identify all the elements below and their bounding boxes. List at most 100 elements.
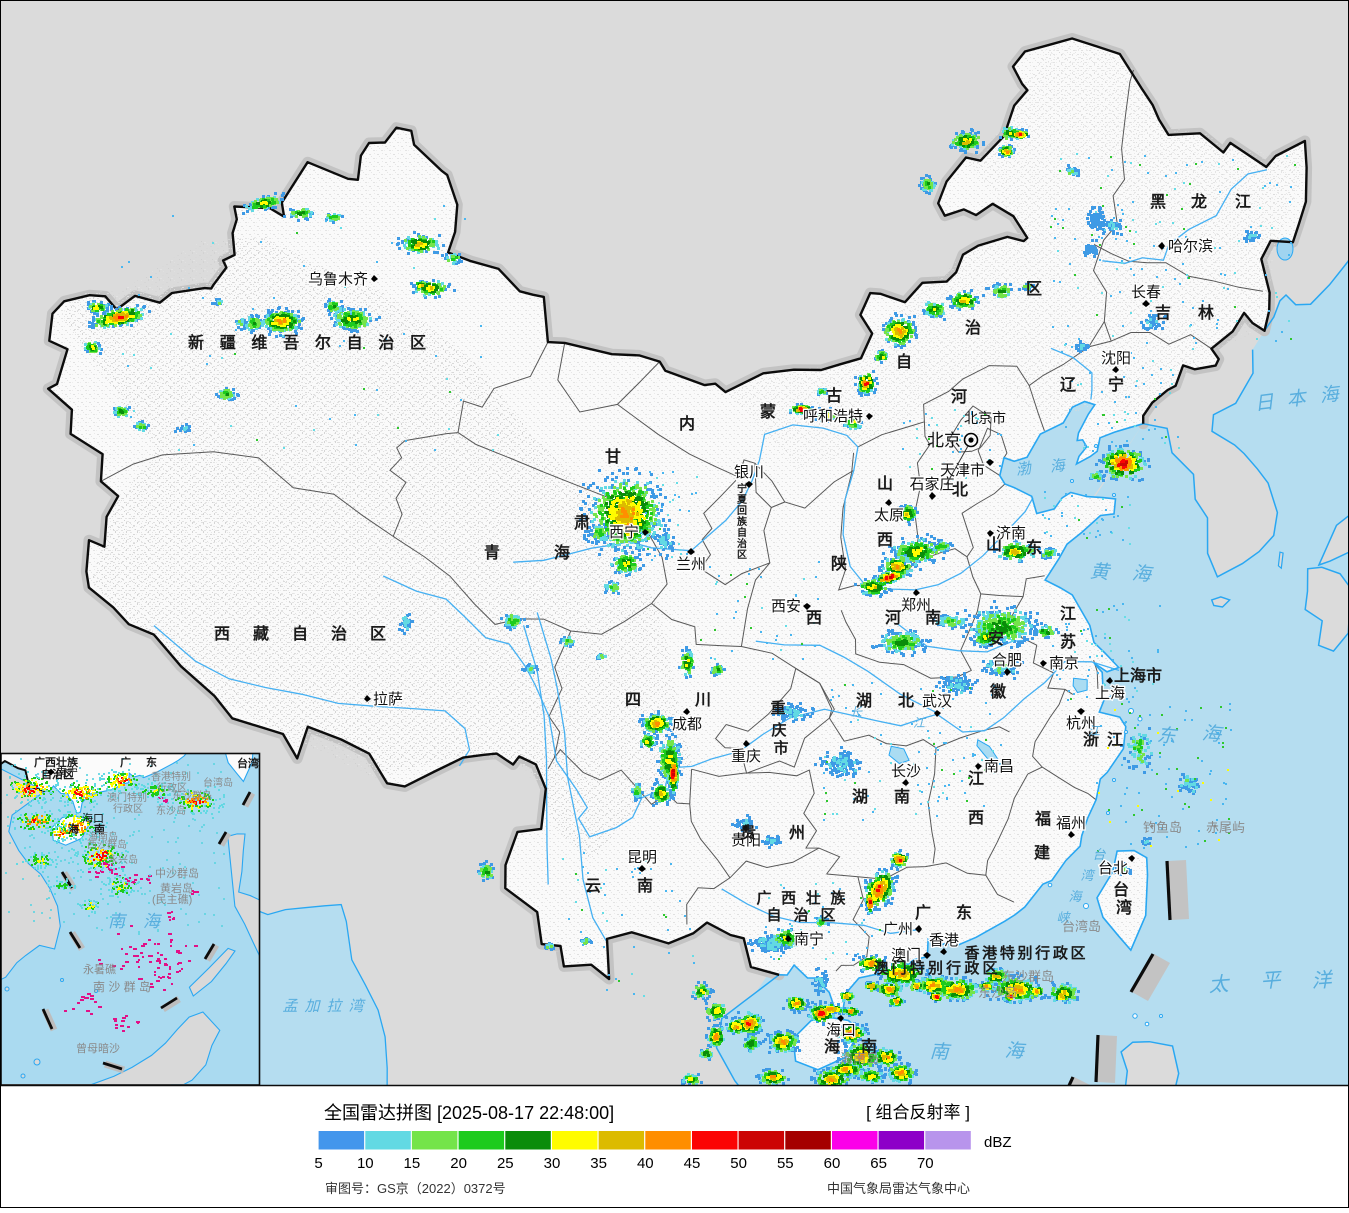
svg-text:北: 北 [898,692,914,710]
svg-text:江: 江 [1235,193,1251,211]
svg-text:林: 林 [1198,303,1214,322]
svg-text:东: 东 [1156,724,1179,748]
svg-text:济南: 济南 [996,525,1026,542]
svg-text:湖: 湖 [852,788,868,806]
svg-text:峡: 峡 [1056,910,1071,925]
svg-text:西安: 西安 [771,598,801,615]
svg-text:黑: 黑 [1150,193,1166,211]
svg-text:夏: 夏 [736,494,748,506]
svg-text:孟: 孟 [282,998,298,1015]
svg-text:福: 福 [1034,809,1051,828]
svg-text:蒙: 蒙 [760,402,776,421]
svg-text:海: 海 [1201,723,1225,746]
svg-text:40: 40 [637,1155,654,1172]
svg-text:东: 东 [956,903,972,922]
svg-text:藏: 藏 [253,624,269,643]
svg-text:北京市: 北京市 [964,410,1006,426]
svg-text:自: 自 [292,624,308,643]
svg-text:海南岛: 海南岛 [840,1051,879,1066]
svg-text:黄: 黄 [1089,561,1112,584]
svg-text:贵: 贵 [740,823,756,842]
svg-text:云: 云 [585,878,601,895]
svg-text:陕: 陕 [831,554,847,573]
svg-text:曾母暗沙: 曾母暗沙 [76,1041,120,1055]
svg-text:南昌: 南昌 [984,758,1014,775]
svg-text:拉: 拉 [326,998,343,1015]
svg-text:65: 65 [870,1155,887,1172]
svg-text:湾: 湾 [1080,868,1095,883]
svg-text:东沙群岛: 东沙群岛 [1002,969,1054,984]
svg-text:平: 平 [1260,969,1283,992]
svg-text:海: 海 [824,1037,840,1056]
svg-text:上海市: 上海市 [1114,666,1162,685]
svg-text:20: 20 [450,1155,467,1172]
svg-text:吾: 吾 [283,334,299,352]
svg-text:天津市: 天津市 [940,462,985,479]
svg-text:海南岛: 海南岛 [88,830,118,843]
svg-text:西: 西 [214,625,230,643]
svg-text:50: 50 [730,1155,747,1172]
svg-text:南京: 南京 [1049,655,1079,672]
svg-text:吉: 吉 [1155,303,1171,322]
svg-text:浙: 浙 [1083,730,1099,749]
svg-text:10: 10 [357,1155,374,1172]
svg-text:南: 南 [929,1042,952,1064]
svg-text:全国雷达拼图 [2025-08-17 22:48:00]: 全国雷达拼图 [2025-08-17 22:48:00] [324,1103,614,1123]
svg-text:审图号：GS京（2022）0372号: 审图号：GS京（2022）0372号 [325,1181,506,1196]
svg-text:市: 市 [773,739,788,757]
svg-text:澳门: 澳门 [891,947,921,964]
svg-text:25: 25 [497,1155,514,1172]
svg-text:安: 安 [988,629,1004,648]
svg-text:钓鱼岛: 钓鱼岛 [1143,820,1182,835]
svg-text:西宁: 西宁 [609,524,639,541]
svg-text:沈阳: 沈阳 [1101,350,1131,367]
svg-text:建: 建 [1034,844,1050,862]
svg-text:南 沙 群 岛: 南 沙 群 岛 [93,979,151,994]
svg-text:澳门特别: 澳门特别 [107,791,147,804]
svg-text:合肥: 合肥 [992,652,1022,669]
svg-text:治: 治 [965,318,981,337]
svg-text:太: 太 [1208,973,1231,996]
svg-text:赤尾屿: 赤尾屿 [1206,820,1245,835]
svg-text:东沙群岛: 东沙群岛 [172,789,212,802]
svg-text:江: 江 [1107,731,1123,749]
svg-text:自: 自 [347,333,363,352]
svg-text:徽: 徽 [989,682,1007,701]
svg-text:江: 江 [913,716,927,730]
svg-text:河: 河 [951,387,967,406]
svg-text:杭州: 杭州 [1066,715,1096,732]
svg-text:区: 区 [737,549,747,561]
svg-text:西: 西 [968,809,984,827]
svg-text:海: 海 [1004,1041,1027,1063]
svg-text:洋: 洋 [1311,969,1334,992]
svg-text:长春: 长春 [1131,284,1161,301]
svg-text:南: 南 [637,876,653,895]
svg-text:内: 内 [679,414,695,433]
svg-text:湾: 湾 [348,998,366,1015]
svg-text:武汉: 武汉 [922,693,952,710]
svg-text:45: 45 [684,1155,701,1172]
svg-text:区: 区 [1070,945,1085,962]
svg-text:行政区: 行政区 [157,781,187,794]
svg-text:[ 组合反射率 ]: [ 组合反射率 ] [866,1103,970,1122]
svg-text:重庆: 重庆 [731,748,761,765]
svg-text:西: 西 [806,609,822,627]
svg-text:政: 政 [964,959,980,977]
svg-text:宁: 宁 [1108,375,1124,394]
svg-text:疆: 疆 [220,334,236,352]
svg-text:海: 海 [1049,457,1068,476]
svg-text:庆: 庆 [771,721,786,739]
svg-text:青: 青 [484,543,500,562]
svg-text:辽: 辽 [1060,376,1077,394]
svg-text:山: 山 [986,536,1002,554]
svg-text:加: 加 [304,998,321,1015]
svg-text:35: 35 [590,1155,607,1172]
svg-text:台: 台 [1113,880,1129,899]
svg-text:龙: 龙 [1190,192,1207,211]
svg-text:别: 别 [1016,945,1032,962]
svg-text:永兴岛: 永兴岛 [108,853,138,866]
svg-text:西: 西 [781,890,796,907]
svg-text:门: 门 [892,959,907,977]
svg-text:香港特别: 香港特别 [151,771,191,783]
svg-text:渤: 渤 [1015,460,1034,479]
